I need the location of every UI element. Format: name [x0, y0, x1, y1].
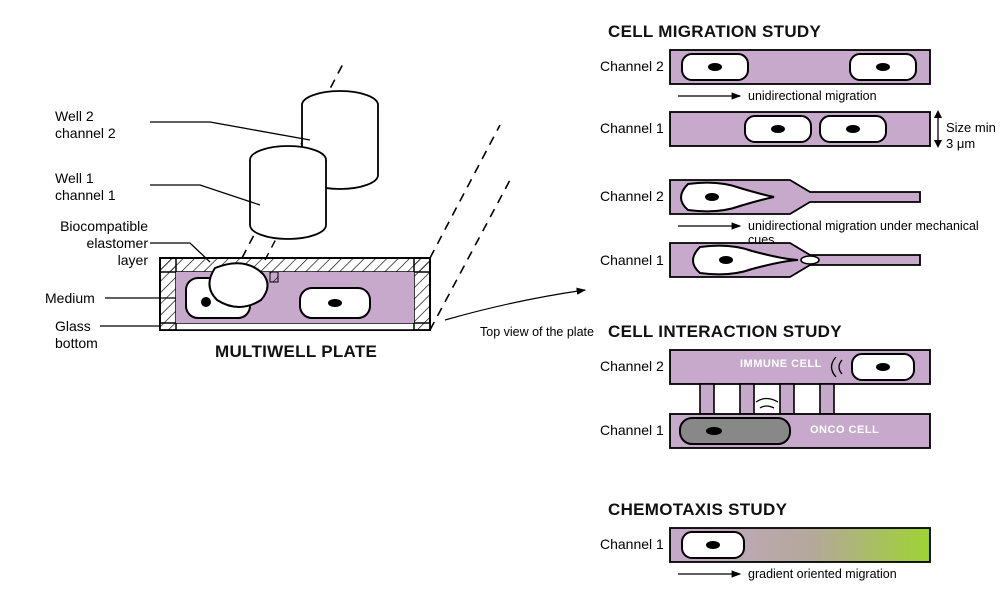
mig-cap1: unidirectional migration: [748, 89, 877, 103]
label-medium: Medium: [45, 290, 95, 307]
int-ch2: Channel 2: [600, 358, 664, 375]
label-well1: Well 1 channel 1: [55, 170, 116, 204]
chemo-ch1: Channel 1: [600, 536, 664, 553]
mig-ch1-b: Channel 1: [600, 252, 664, 269]
bridge-caption: Top view of the plate: [480, 325, 594, 339]
mig-ch2-b: Channel 2: [600, 188, 664, 205]
label-elastomer: Biocompatible elastomer layer: [40, 218, 148, 268]
interaction-title: CELL INTERACTION STUDY: [608, 322, 842, 342]
chemo-cap: gradient oriented migration: [748, 567, 897, 581]
multiwell-plate: [100, 60, 510, 330]
well-cylinders: [250, 91, 378, 239]
bridge-arrow: [445, 290, 585, 320]
mig-cap2: unidirectional migration under mechanica…: [748, 219, 1000, 247]
size-label: Size min 3 μm: [946, 120, 1000, 151]
label-well2: Well 2 channel 2: [55, 108, 116, 142]
int-ch1: Channel 1: [600, 422, 664, 439]
chemotaxis-title: CHEMOTAXIS STUDY: [608, 500, 787, 520]
mig-ch1-a: Channel 1: [600, 120, 664, 137]
label-glass: Glass bottom: [55, 318, 98, 352]
multiwell-title: MULTIWELL PLATE: [215, 342, 377, 362]
onco-label: ONCO CELL: [810, 424, 879, 436]
immune-label: IMMUNE CELL: [740, 358, 822, 370]
mig-ch2-a: Channel 2: [600, 58, 664, 75]
migration-title: CELL MIGRATION STUDY: [608, 22, 821, 42]
